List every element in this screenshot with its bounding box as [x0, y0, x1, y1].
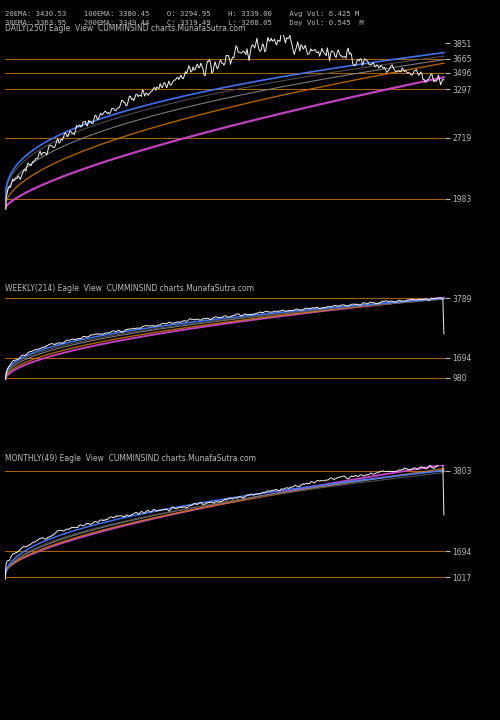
Text: WEEKLY(214) Eagle  View  CUMMINSIND charts.MunafaSutra.com: WEEKLY(214) Eagle View CUMMINSIND charts… — [5, 284, 254, 293]
Text: DAILY(250) Eagle  View  CUMMINSIND charts.MunafaSutra.com: DAILY(250) Eagle View CUMMINSIND charts.… — [5, 24, 246, 33]
Text: MONTHLY(49) Eagle  View  CUMMINSIND charts.MunafaSutra.com: MONTHLY(49) Eagle View CUMMINSIND charts… — [5, 454, 256, 463]
Text: 20EMA: 3430.53    100EMA: 3380.45    O: 3294.95    H: 3339.00    Avg Vol: 6.425 : 20EMA: 3430.53 100EMA: 3380.45 O: 3294.9… — [5, 11, 360, 17]
Text: 30EMA: 3363.95    200EMA: 3349.44    C: 3319.49    L: 3268.05    Day Vol: 0.545 : 30EMA: 3363.95 200EMA: 3349.44 C: 3319.4… — [5, 20, 364, 26]
